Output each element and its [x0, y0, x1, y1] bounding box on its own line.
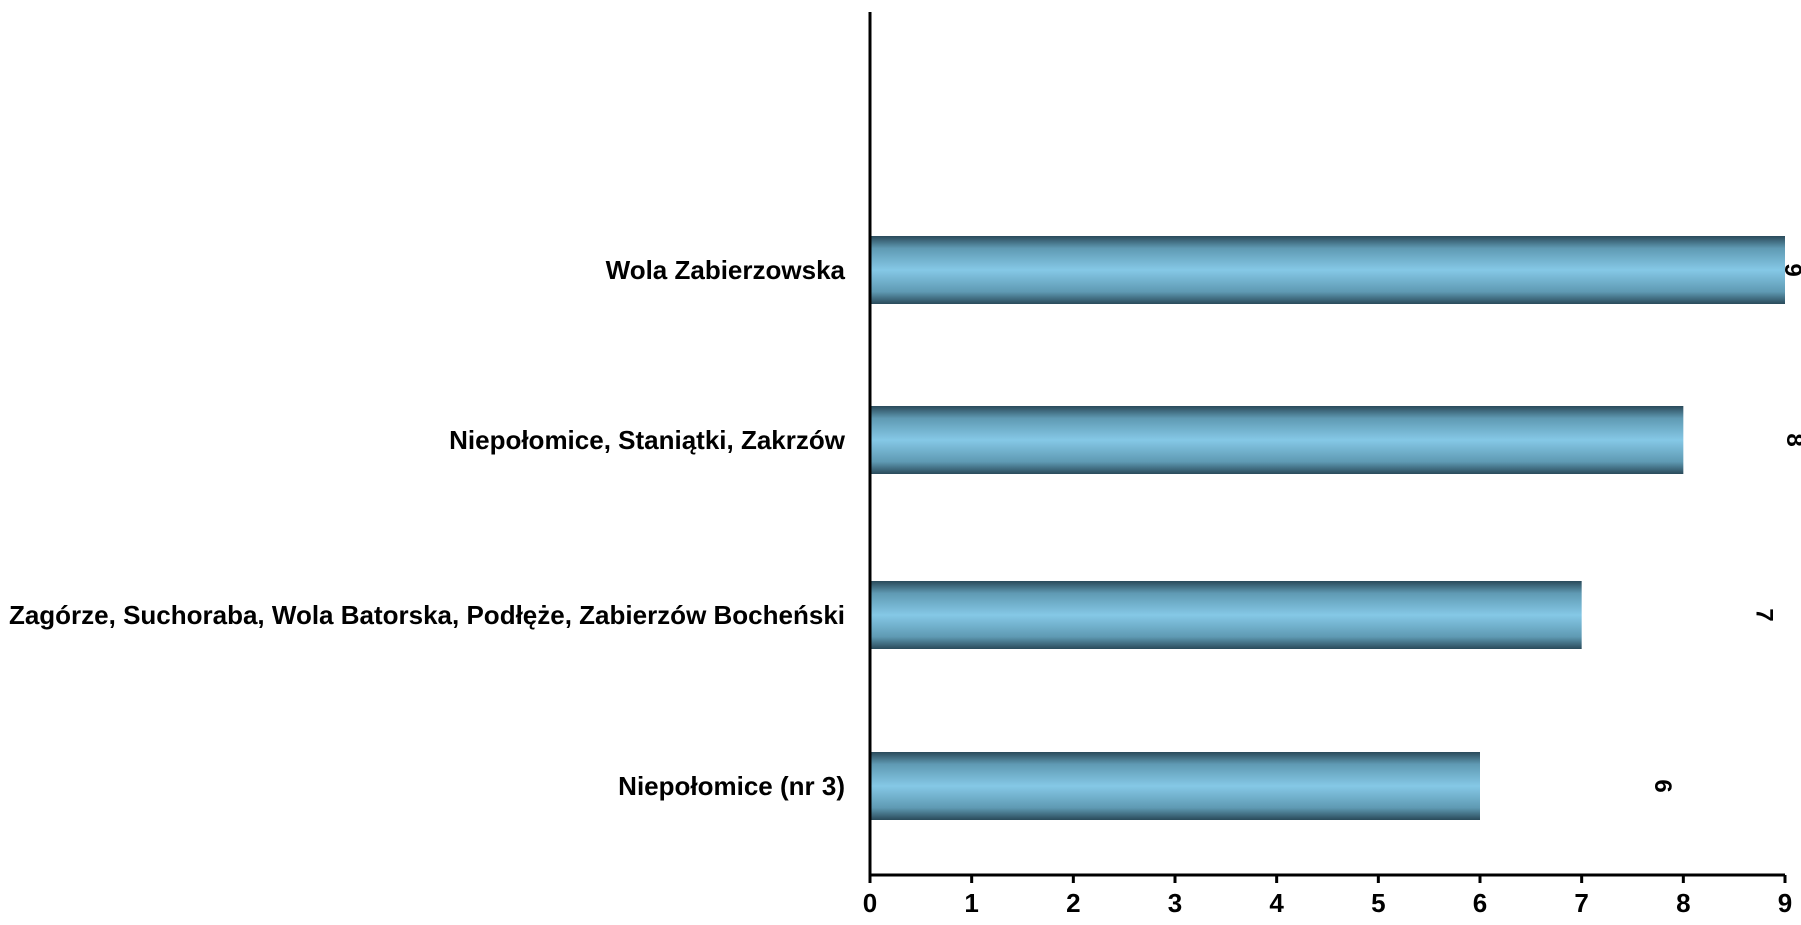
x-tick-label: 6	[1473, 888, 1487, 918]
x-tick-label: 4	[1269, 888, 1284, 918]
category-labels: Wola Zabierzowska Niepołomice, Staniątki,…	[9, 255, 846, 801]
category-label: Niepołomice (nr 3)	[618, 771, 845, 801]
data-labels: 9 8 7 6	[1649, 263, 1801, 792]
x-tick-label: 2	[1066, 888, 1080, 918]
bar-wola-zabierzowska	[870, 236, 1785, 304]
x-tick-label: 7	[1574, 888, 1588, 918]
x-tick-label: 0	[863, 888, 877, 918]
x-tick-label: 1	[964, 888, 978, 918]
bars-layer	[870, 236, 1785, 820]
data-label: 8	[1781, 433, 1801, 446]
bar-zagorze-suchoraba-wola-batorska-podleze-zabierzow-bochenski	[870, 581, 1582, 649]
x-tick-label: 8	[1676, 888, 1690, 918]
data-label: 7	[1751, 608, 1778, 621]
x-axis-ticks: 0 1 2 3 4 5 6 7 8 9	[863, 875, 1792, 918]
axes	[868, 12, 1785, 877]
x-tick-label: 9	[1778, 888, 1792, 918]
bar-niepolomice-nr-3	[870, 752, 1480, 820]
bar-niepolomice-staniatki-zakrzow	[870, 406, 1684, 474]
data-label: 6	[1649, 779, 1676, 792]
data-label: 9	[1779, 263, 1801, 276]
x-tick-label: 3	[1168, 888, 1182, 918]
category-label: Wola Zabierzowska	[606, 255, 846, 285]
category-label: Zagórze, Suchoraba, Wola Batorska, Podłę…	[9, 600, 845, 630]
x-tick-label: 5	[1371, 888, 1385, 918]
category-label: Niepołomice, Staniątki, Zakrzów	[449, 425, 846, 455]
